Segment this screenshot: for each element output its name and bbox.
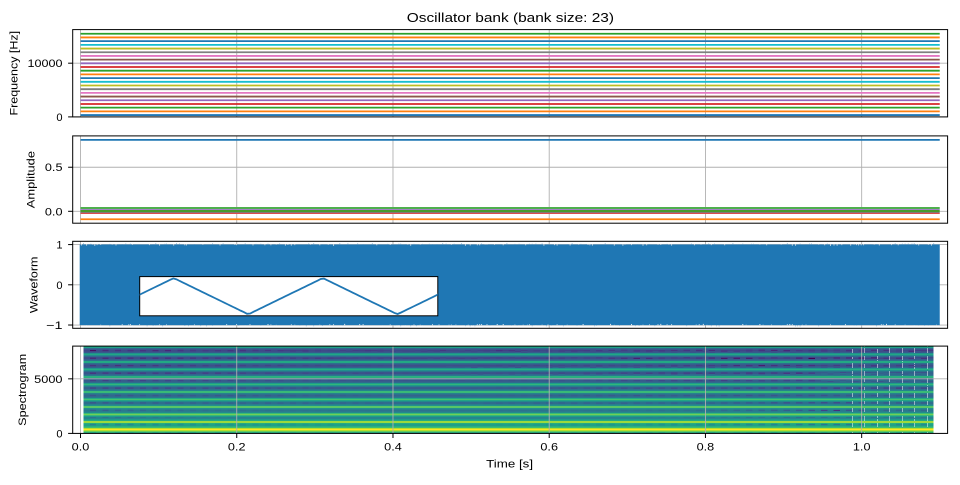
svg-text:0.2: 0.2 (228, 441, 246, 453)
svg-text:0.8: 0.8 (697, 441, 715, 453)
svg-text:0: 0 (56, 428, 62, 440)
svg-text:Waveform: Waveform (29, 257, 41, 314)
svg-text:1.0: 1.0 (853, 441, 871, 453)
svg-text:0.4: 0.4 (384, 441, 402, 453)
svg-text:−1: −1 (46, 320, 62, 332)
svg-text:0: 0 (56, 112, 62, 124)
svg-text:5000: 5000 (34, 374, 62, 386)
svg-text:Frequency [Hz]: Frequency [Hz] (9, 31, 21, 116)
svg-text:10000: 10000 (28, 58, 63, 70)
svg-text:1: 1 (56, 240, 62, 252)
svg-text:Spectrogram: Spectrogram (17, 354, 29, 426)
svg-text:0: 0 (56, 280, 62, 292)
svg-text:Oscillator bank (bank size: 23: Oscillator bank (bank size: 23) (407, 10, 614, 25)
svg-text:Amplitude: Amplitude (25, 151, 37, 208)
svg-text:0.0: 0.0 (45, 206, 63, 218)
svg-text:0.5: 0.5 (45, 162, 63, 174)
svg-text:0.0: 0.0 (72, 441, 90, 453)
svg-text:0.6: 0.6 (540, 441, 558, 453)
svg-text:Time [s]: Time [s] (486, 458, 533, 470)
